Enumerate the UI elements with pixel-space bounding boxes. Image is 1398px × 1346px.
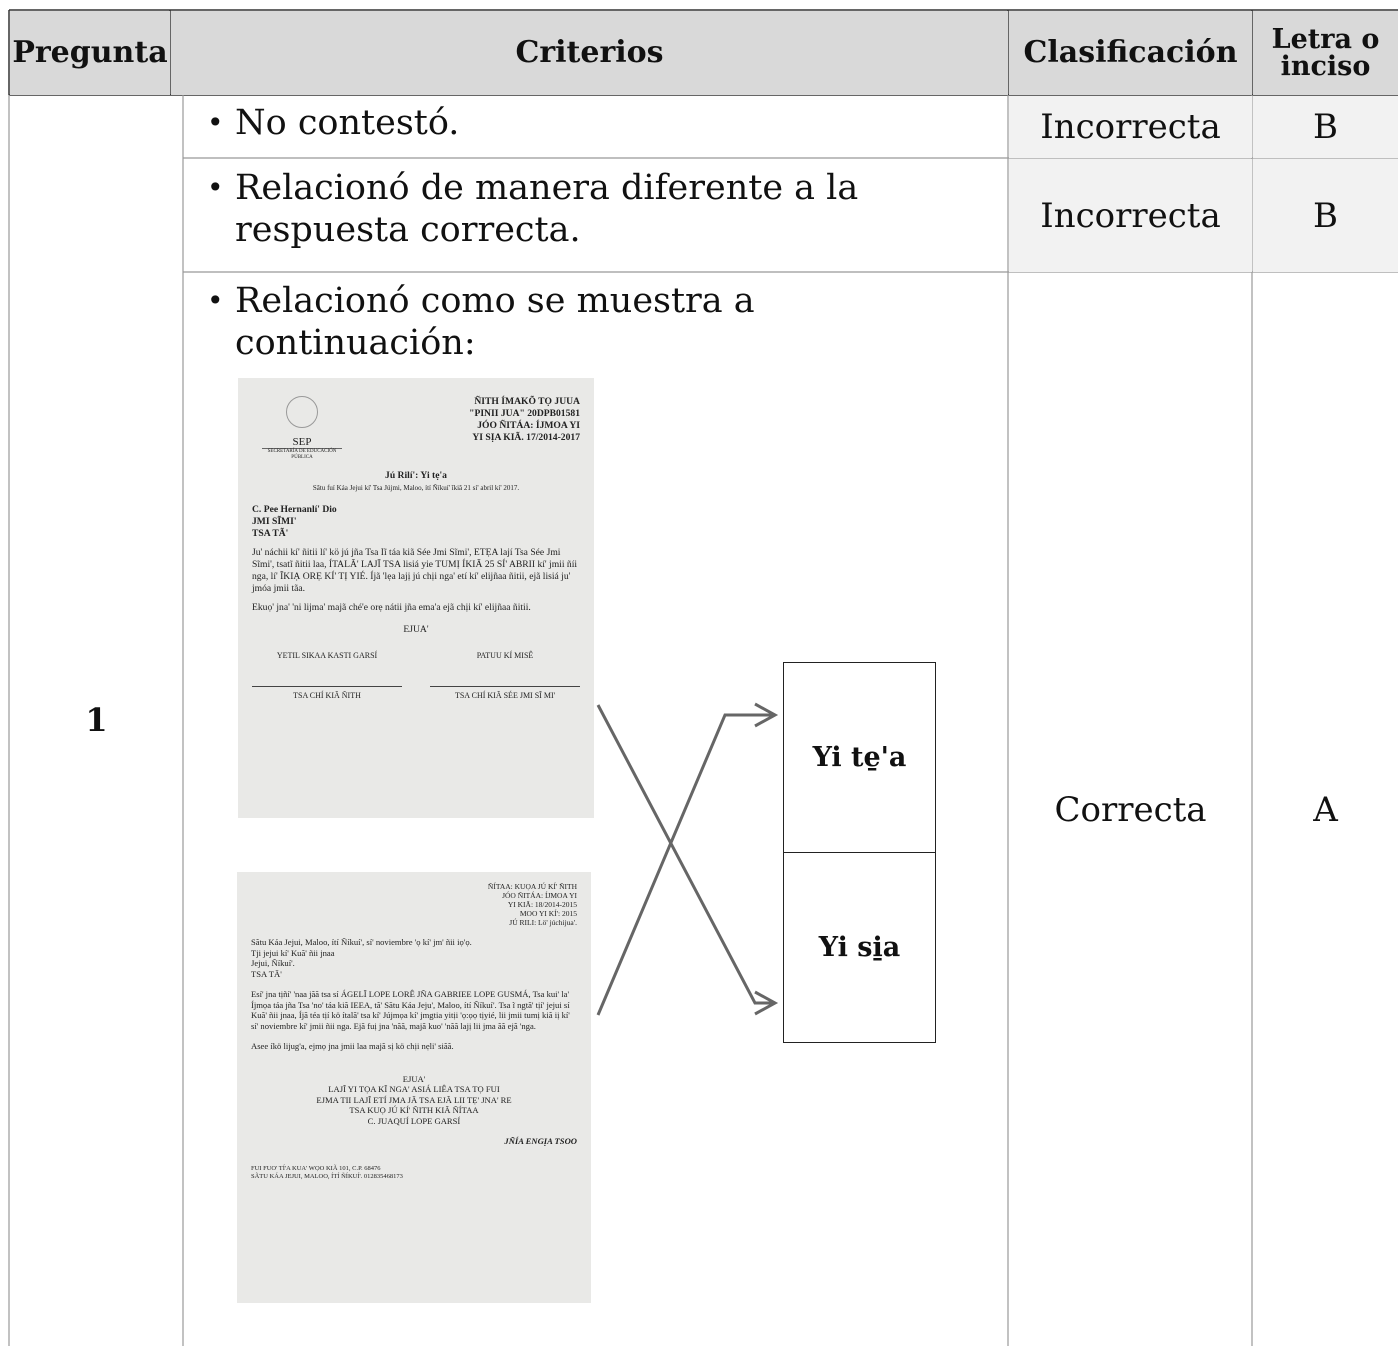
subject: Jú Rilí': Yi tẹ'a [385, 470, 447, 481]
role: TSA CHÍ KIÃ ÑITH [293, 691, 361, 700]
addressee-line: Jejui, Ñíkuí'. [251, 958, 295, 968]
header-line: "PINII JUA" 20DPB01581 [469, 408, 580, 419]
paragraph: Ekuọ' jna' 'ni lijma' majã ché'e orẹ nát… [252, 602, 531, 613]
letter: B [1253, 96, 1398, 158]
header-cell: Pregunta [10, 11, 170, 95]
signature-line: EJUA' [402, 1073, 426, 1084]
letter-image: ÑÍTAA: KUỌA JÚ KÍ' ÑITH JÓO ÑITÁA: ÍJMOA … [237, 872, 591, 1303]
paragraph: Esí' jna tịñí' 'naa jãã tsa sí ÁGELĨ LOP… [251, 989, 570, 1031]
letter-header: ÑÍTAA: KUỌA JÚ KÍ' ÑITH JÓO ÑITÁA: ÍJMOA … [251, 882, 577, 927]
header-line: JÓO ÑITÁA: ÍJMOA YI [502, 891, 577, 900]
addressee: C. Pee Hernanlí' Dio JMI SĨMI' TSA TÃ' [252, 504, 580, 540]
logo-seal [286, 396, 318, 428]
addressee-line: JMI SĨMI' [252, 516, 297, 527]
signatures: YETIL SIKAA KASTI GARSÍ TSA CHÍ KIÃ ÑITH P… [252, 650, 580, 702]
closing: EJUA' [403, 624, 429, 635]
header-cell: Criterios [171, 11, 1008, 95]
criterion: No contestó. [183, 102, 1008, 144]
signature-line: TSA KUỌ JÚ KÍ' ÑITH KIÃ ÑÍTAA [349, 1105, 479, 1115]
signature-block: YETIL SIKAA KASTI GARSÍ TSA CHÍ KIÃ ÑITH [252, 650, 402, 702]
answer-box: Yi te̱'a [783, 662, 936, 853]
addressee-line: C. Pee Hernanlí' Dio [252, 504, 337, 515]
header-line: JÚ RILI: Lö' júchijua'. [509, 918, 577, 927]
letter-image: SEP SECRETARÍA DE EDUCACIÓN PÚBLICA ÑITH Í… [238, 378, 594, 818]
letter-header: ÑITH ÍMAKÕ TỌ JUUA "PINII JUA" 20DPB01581… [252, 396, 580, 456]
stamp: JÑÍA ENGỊA TSOO [504, 1136, 577, 1146]
addressee-line: TSA TÃ' [251, 968, 282, 979]
header-cell: Clasificación [1009, 11, 1252, 95]
place: Sãtu fuí Káa Jejui kí' Tsa Jújmi, Maloo,… [312, 484, 520, 492]
footer-line: FUI FUO' TÍ'A KUA' WỌO KIÃ 101, C.P. 684… [251, 1164, 381, 1172]
logo-subtext: SECRETARÍA DE EDUCACIÓN PÚBLICA [267, 449, 337, 460]
letter: A [1313, 790, 1338, 830]
header-line: ÑITH ÍMAKÕ TỌ JUUA [474, 396, 580, 407]
paragraph: Ju' náchii kí' ñitii lí' kö jú jña Tsa I… [252, 547, 578, 594]
footer: FUI FUO' TÍ'A KUA' WỌO KIÃ 101, C.P. 684… [251, 1165, 577, 1181]
signature: EJUA' LAJĨ YI TỌA KĨ NGA' ASIÁ LIÊA TSA T… [251, 1074, 577, 1127]
signer: PATUU KÍ MISÊ [430, 650, 580, 687]
signature-block: PATUU KÍ MISÊ TSA CHÍ KIÃ SÉE JMI SĨ MI' [430, 650, 580, 702]
question-number: 1 [85, 701, 108, 739]
classification: Incorrecta [1009, 96, 1252, 158]
addressee-line: TSA TÃ' [252, 528, 289, 539]
header-line: YI SỊA KIÃ. 17/2014-2017 [472, 432, 580, 443]
classification: Correcta [1054, 790, 1207, 830]
header-line: YI KIÃ: 18/2014-2015 [507, 900, 577, 909]
signature-line: LAJĨ YI TỌA KĨ NGA' ASIÁ LIÊA TSA TỌ FUI [328, 1084, 500, 1094]
addressee-line: Tji jejui kí' Kuã' ñii jnaa [251, 947, 335, 958]
criterion: Relacionó de manera diferente a la respu… [183, 167, 943, 251]
paragraph: Asee íkö lijug'a, ejmọ jna jmii laa majã… [251, 1041, 454, 1051]
place: Sãtu Káa Jejui, Maloo, ítí Ñíkuí', sí' n… [251, 937, 472, 947]
footer-line: SÃTU KÁA JEJUI, MALOO, ÍTÍ ÑÍKUÍ'. 01283… [251, 1172, 403, 1180]
logo: SEP SECRETARÍA DE EDUCACIÓN PÚBLICA [262, 396, 342, 461]
answer-box: Yi si̱a [783, 852, 936, 1043]
header-line: ÑÍTAA: KUỌA JÚ KÍ' ÑITH [487, 882, 577, 891]
letter: B [1253, 159, 1398, 272]
criterion: Relacionó como se muestra a continuación… [183, 280, 803, 364]
logo-text: SEP [262, 436, 342, 449]
header-cell: Letra o inciso [1253, 11, 1398, 95]
classification: Incorrecta [1009, 159, 1252, 272]
signature-line: EJMA TII LAJĨ ETÍ JMA JÃ TSA EJÃ LII TẸ'… [316, 1094, 512, 1105]
signer: YETIL SIKAA KASTI GARSÍ [252, 650, 402, 687]
header-line: JÓO ÑITÁA: ÍJMOA YI [477, 420, 580, 431]
role: TSA CHÍ KIÃ SÉE JMI SĨ MI' [454, 691, 556, 700]
signature-line: C. JUAQUÍ LOPE GARSÍ [367, 1115, 461, 1126]
header-line: MOO YI KÍ': 2015 [519, 909, 577, 918]
